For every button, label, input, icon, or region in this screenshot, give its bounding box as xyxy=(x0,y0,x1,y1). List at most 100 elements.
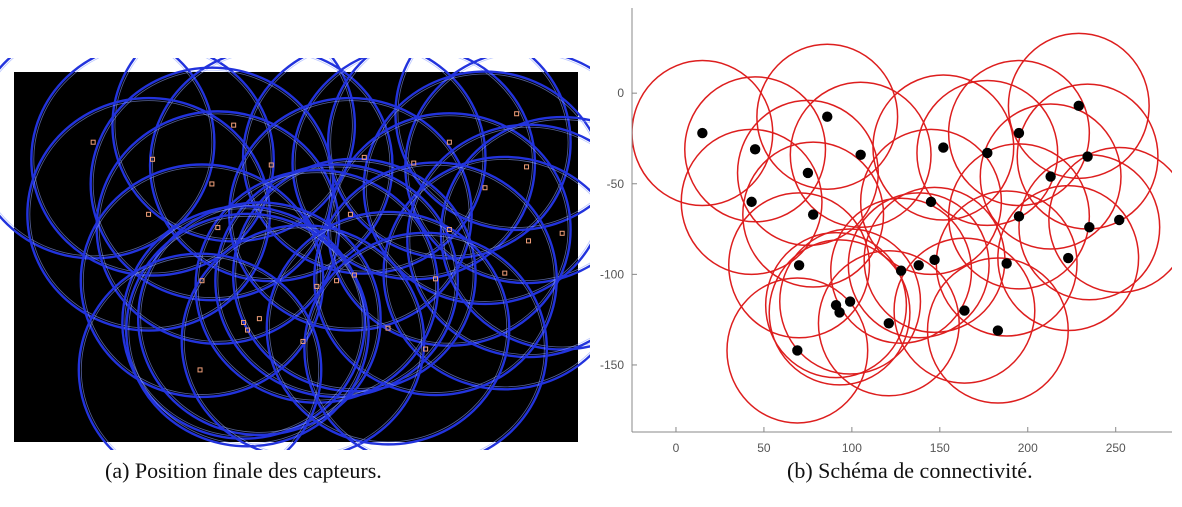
sensor-marker xyxy=(209,181,215,187)
coverage-circle-inner-edge xyxy=(82,166,322,395)
coverage-circle-inner-edge xyxy=(365,73,590,302)
sensor-marker xyxy=(268,162,274,168)
sensor-point xyxy=(1001,258,1012,269)
connectivity-plot: 0 50 100 150 200 250 0 -50 -100 -150 xyxy=(600,8,1172,455)
sensor-marker xyxy=(199,278,205,284)
sensor-marker xyxy=(245,327,251,333)
x-tick-label: 250 xyxy=(1106,441,1126,455)
sensor-point xyxy=(807,209,819,220)
sensor-marker xyxy=(423,346,429,352)
sensor-position-plot xyxy=(0,58,590,450)
sensor-point xyxy=(855,149,866,160)
coverage-circle-inner-edge xyxy=(80,255,320,450)
coverage-circle xyxy=(79,163,325,399)
coverage-circle xyxy=(125,212,370,448)
range-circle xyxy=(979,103,1122,250)
sensor-point xyxy=(697,127,708,139)
coverage-circle-inner-edge xyxy=(268,214,508,443)
coverage-circle-inner-edge xyxy=(33,58,272,274)
sensor-marker xyxy=(300,338,306,344)
sensor-point xyxy=(749,144,761,155)
panel-b-connectivity: 0 50 100 150 200 250 0 -50 -100 -150 (b) Schéma d… xyxy=(590,0,1182,507)
sensor-point xyxy=(982,147,993,159)
sensor-point xyxy=(844,296,856,307)
sensor-marker xyxy=(334,278,340,284)
panel-a-sensor-positions: (a) Position finale des capteurs. xyxy=(0,0,590,507)
y-tick-label: -50 xyxy=(607,177,625,191)
caption-b: (b) Schéma de connectivité. xyxy=(787,458,1033,483)
y-tick-label: -150 xyxy=(600,358,624,372)
sensor-marker xyxy=(433,276,439,282)
sensor-point xyxy=(834,307,845,318)
coverage-circle xyxy=(0,58,216,260)
sensor-point xyxy=(792,345,803,356)
sensor-point xyxy=(938,142,949,153)
coverage-circle xyxy=(265,210,511,446)
coverage-circle-inner-edge xyxy=(140,204,379,433)
coverage-circle-inner-edge xyxy=(217,166,456,395)
coverage-circle-inner-edge xyxy=(385,159,590,388)
sensor-marker xyxy=(314,283,320,289)
coverage-circle xyxy=(313,161,558,397)
sensor-marker xyxy=(446,226,452,232)
caption-a: (a) Position finale des capteurs. xyxy=(105,458,382,483)
coverage-circle-inner-edge xyxy=(306,234,545,450)
sensor-point xyxy=(1063,252,1074,264)
x-tick-label: 200 xyxy=(1018,441,1038,455)
sensor-marker xyxy=(256,316,262,322)
y-tick-label: 0 xyxy=(617,86,624,100)
sensor-marker xyxy=(215,225,221,231)
coverage-circle xyxy=(26,96,271,332)
coverage-circle xyxy=(394,58,590,232)
sensor-point xyxy=(1073,100,1084,112)
range-circle xyxy=(727,192,871,339)
sensor-marker xyxy=(146,211,152,217)
sensor-point xyxy=(929,254,940,266)
sensor-marker xyxy=(197,367,203,373)
sensor-point xyxy=(913,260,924,271)
connectivity-circles xyxy=(632,32,1172,424)
coverage-circle xyxy=(89,66,335,302)
x-tick-label: 0 xyxy=(673,441,680,455)
sensor-point xyxy=(1045,171,1056,182)
sensor-marker xyxy=(526,238,532,244)
sensor-marker xyxy=(385,325,391,331)
sensor-point xyxy=(959,305,970,316)
coverage-circle-inner-edge xyxy=(397,58,590,228)
sensor-point xyxy=(1013,127,1025,139)
x-tick-label: 50 xyxy=(757,441,771,455)
coverage-circle xyxy=(326,58,572,260)
range-circle xyxy=(680,128,823,276)
sensor-point xyxy=(746,196,757,208)
sensor-point xyxy=(883,318,895,329)
sensor-marker xyxy=(446,139,452,145)
sensor-marker xyxy=(482,185,488,191)
sensor-marker xyxy=(502,270,508,276)
x-tick-label: 150 xyxy=(930,441,950,455)
range-circle xyxy=(789,81,932,228)
range-circle xyxy=(847,192,990,339)
range-circle xyxy=(756,43,899,190)
coverage-circle-inner-edge xyxy=(235,160,474,390)
range-circle xyxy=(764,231,908,379)
coverage-circle xyxy=(30,58,275,277)
sensor-marker xyxy=(524,164,530,170)
sensor-point xyxy=(793,260,805,271)
coverage-circles xyxy=(0,58,590,450)
sensor-point xyxy=(1013,211,1025,222)
coverage-circle xyxy=(136,201,382,437)
sensor-marker xyxy=(351,272,357,278)
coverage-circle xyxy=(382,155,590,391)
sensor-point xyxy=(1084,222,1095,233)
sensor-point xyxy=(925,196,937,208)
range-circle xyxy=(859,128,1003,276)
range-circle xyxy=(916,79,1059,227)
sensor-point xyxy=(992,325,1004,336)
coverage-circle xyxy=(406,123,590,359)
coverage-circle xyxy=(77,252,323,450)
sensor-point xyxy=(802,167,814,179)
sensor-marker xyxy=(559,230,565,236)
coverage-circle-inner-edge xyxy=(316,164,555,393)
sensor-marker xyxy=(90,139,96,145)
sensor-marker xyxy=(514,111,520,117)
